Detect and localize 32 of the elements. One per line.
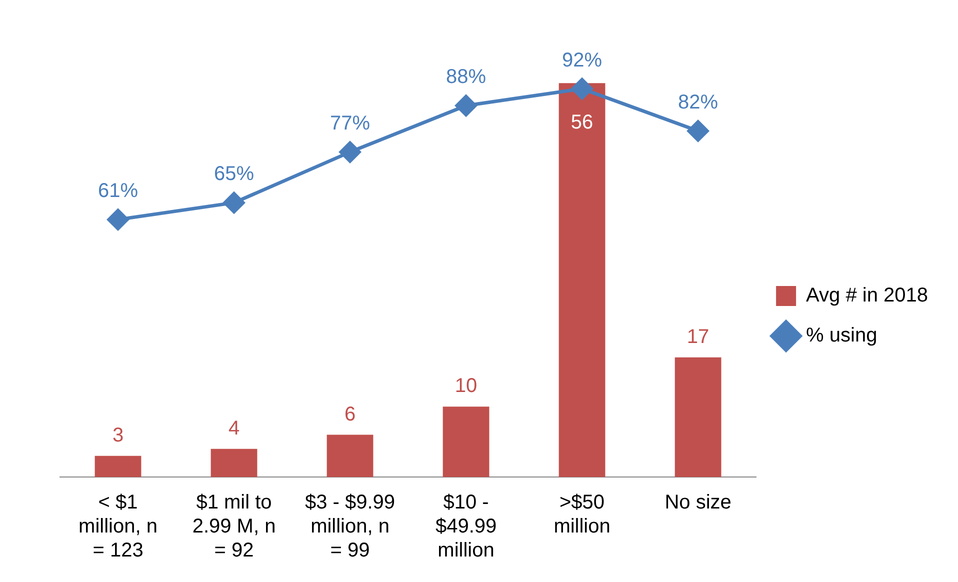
legend-label: Avg # in 2018 [806, 284, 928, 307]
x-tick-label: $3 - $9.99 million, n = 99 [304, 492, 396, 562]
data-label: 77% [330, 112, 370, 135]
x-tick-label: $10 - $49.99 million [435, 492, 497, 562]
point [339, 141, 361, 163]
data-label: 92% [562, 49, 602, 72]
legend-label: % using [806, 324, 878, 347]
data-label: 4 [228, 417, 240, 440]
point [687, 120, 709, 142]
bar [94, 456, 142, 477]
x-tick-label: >$50 million [554, 492, 610, 538]
bar [210, 448, 258, 477]
data-label: 56 [570, 112, 594, 134]
point [571, 78, 593, 100]
bar [442, 406, 490, 477]
data-label: 65% [214, 163, 254, 186]
point [455, 94, 477, 116]
data-label: 17 [686, 326, 710, 348]
bar [674, 357, 722, 477]
point [107, 208, 129, 230]
data-label: 82% [678, 91, 718, 114]
x-tick-label: $1 mil to 2.99 M, n = 92 [192, 492, 276, 562]
data-label: 61% [98, 180, 138, 202]
data-label: 6 [344, 403, 356, 426]
data-label: 3 [112, 424, 124, 446]
data-label: 10 [454, 375, 478, 398]
x-tick-label: < $1 million, n = 123 [78, 492, 158, 562]
x-tick-label: No size [664, 492, 732, 514]
bar [326, 434, 374, 477]
point [223, 192, 245, 214]
bar [558, 83, 606, 477]
data-label: 88% [446, 66, 486, 88]
